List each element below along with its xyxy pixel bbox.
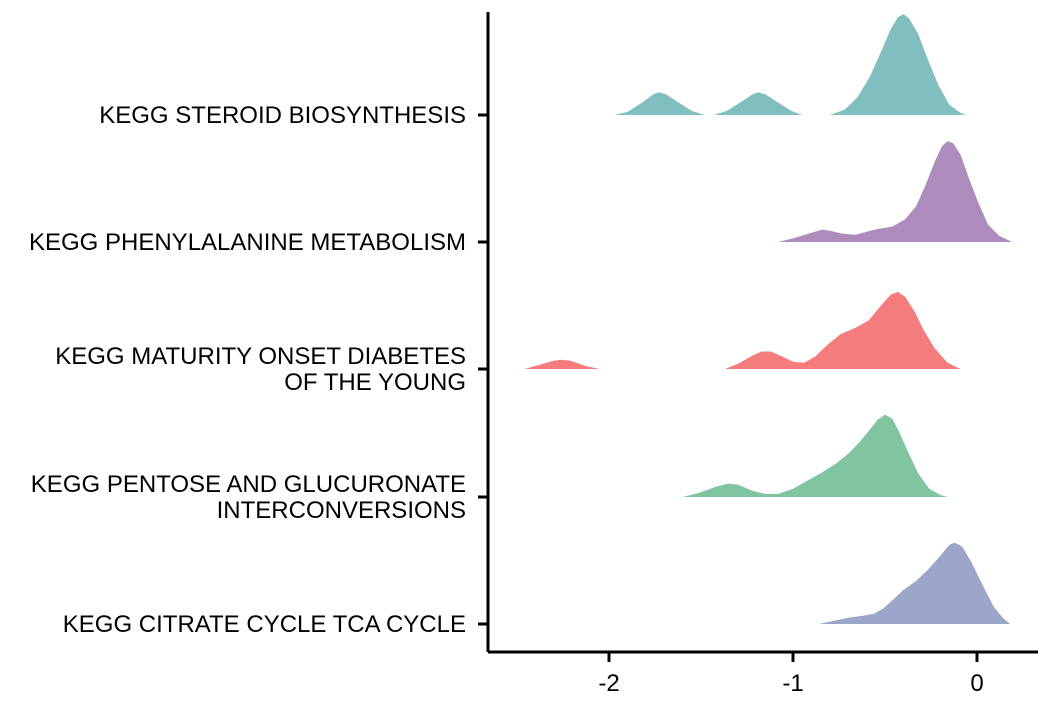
density-ridge-1-0: [778, 141, 1012, 242]
density-ridge-0-2: [829, 14, 966, 116]
y-tick-label: INTERCONVERSIONS: [217, 497, 466, 524]
density-ridge-3-0: [682, 414, 948, 497]
x-tick-label: -2: [598, 670, 619, 697]
x-tick-label: 0: [970, 670, 983, 697]
density-ridge-0-0: [614, 92, 705, 115]
y-tick-label: KEGG CITRATE CYCLE TCA CYCLE: [63, 611, 466, 638]
y-tick-label: KEGG MATURITY ONSET DIABETES: [55, 343, 466, 370]
y-tick-label: OF THE YOUNG: [284, 369, 466, 396]
x-tick-label: -1: [782, 670, 803, 697]
ridge-series-1: [778, 141, 1012, 242]
y-ticks-layer: KEGG STEROID BIOSYNTHESIS KEGG PHENYLALAN…: [29, 102, 488, 638]
ridge-series-2: [524, 291, 961, 369]
ridge-series-3: [682, 414, 948, 497]
y-tick-label: KEGG PHENYLALANINE METABOLISM: [29, 229, 466, 256]
density-ridge-4-0: [818, 542, 1011, 624]
density-ridge-0-1: [713, 92, 803, 115]
y-tick-label: KEGG PENTOSE AND GLUCURONATE: [31, 471, 466, 498]
ridge-series-4: [818, 542, 1011, 624]
y-tick-label: KEGG STEROID BIOSYNTHESIS: [99, 102, 466, 129]
x-ticks-layer: -2 -1 0: [598, 652, 984, 697]
density-ridge-2-0: [524, 359, 600, 369]
axes-layer: [486, 12, 1038, 654]
density-ridge-2-1: [724, 291, 961, 369]
ridges-layer: [524, 14, 1012, 624]
ridge-series-0: [614, 14, 966, 116]
